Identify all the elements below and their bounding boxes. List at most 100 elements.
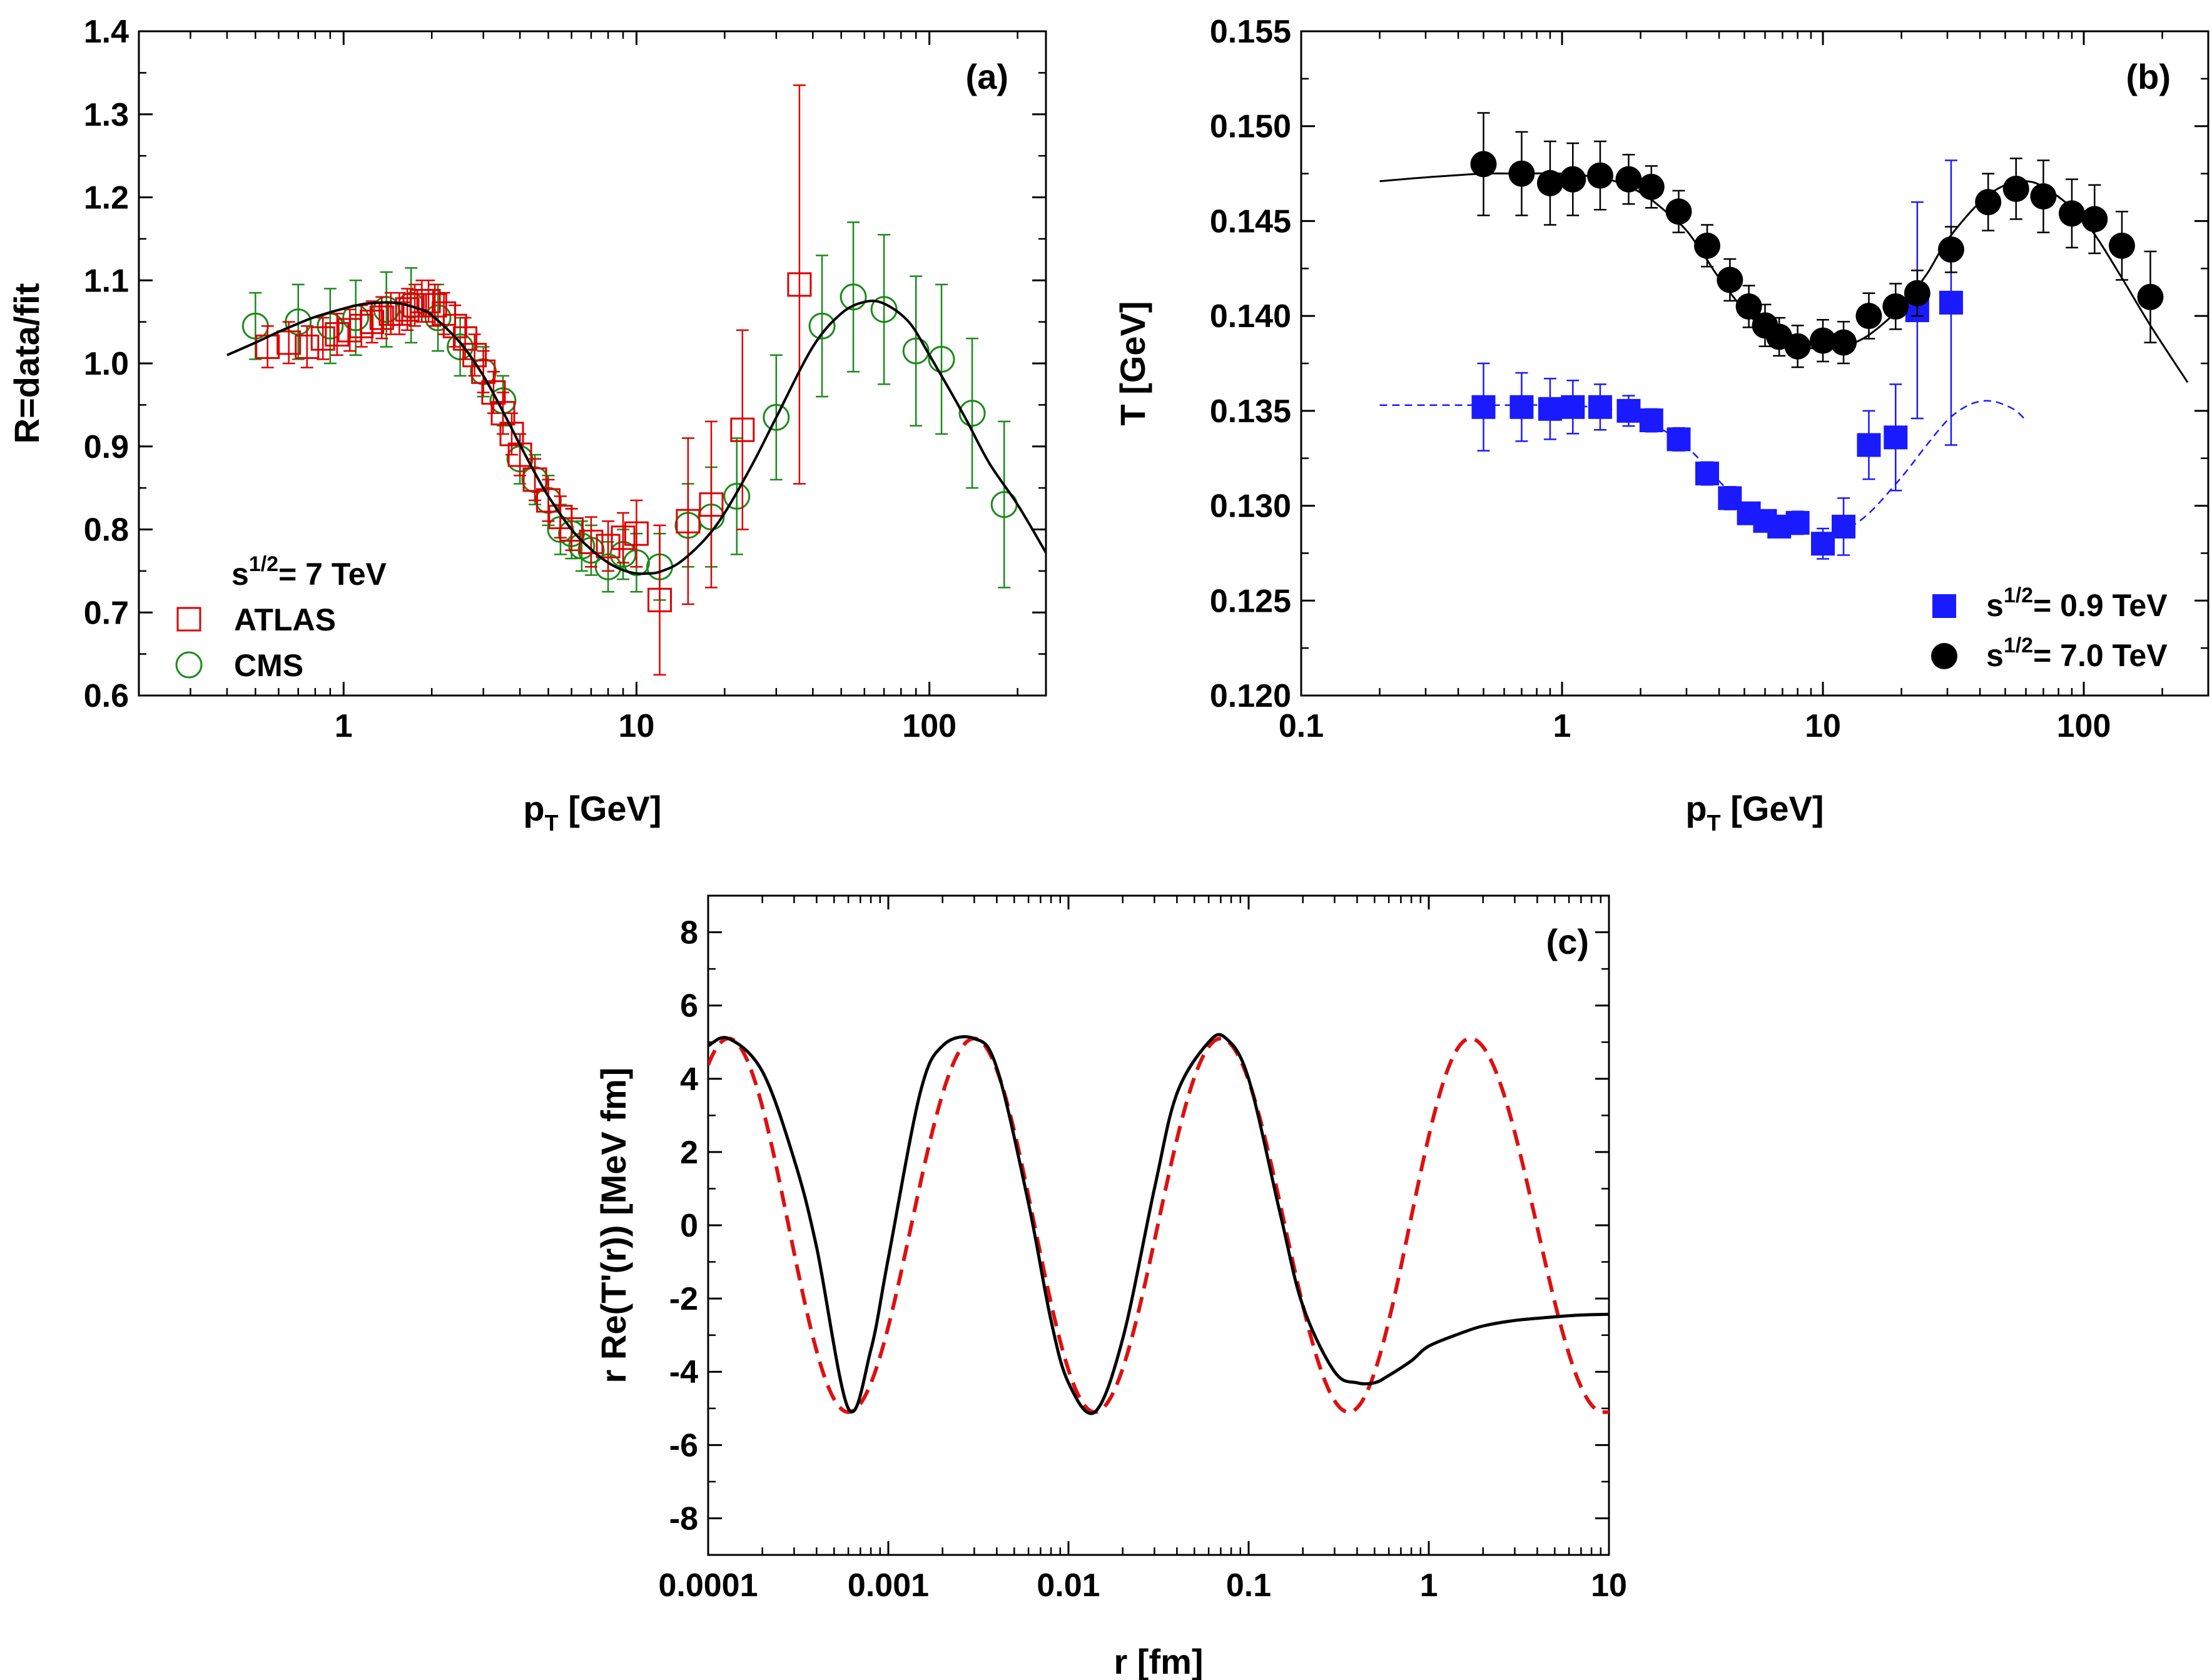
legend-label-cms: CMS [234, 648, 303, 683]
x-tick-label: 0.001 [848, 1567, 929, 1604]
y-tick-label: -4 [669, 1354, 698, 1390]
x-axis-label-unit: [GeV] [1721, 789, 1824, 828]
legend-marker-atlas [176, 607, 201, 632]
panel-c: 0.0001 0.001 0.01 0.1 1 10 -8 -6 -4 -2 0 2 4 6 8 (c) r R… [594, 894, 1627, 1680]
atlas-point [596, 534, 621, 559]
panel-label: (a) [966, 57, 1008, 96]
y-axis-label: r Re(T'(r)) [MeV fm] [594, 1068, 633, 1384]
series-70tev-point [2137, 283, 2164, 310]
atlas-point [611, 525, 636, 550]
x-tick-label: 100 [2057, 708, 2111, 744]
atlas-point [647, 587, 672, 612]
atlas-point [624, 521, 649, 546]
y-tick-label: 1.3 [84, 97, 129, 133]
legend-09tev-s: s [1986, 588, 2004, 623]
legend-70tev-rest: = 7.0 TeV [2033, 638, 2168, 673]
x-tick-label: 10 [1805, 708, 1841, 744]
panel-label: (c) [1546, 922, 1589, 961]
plot-frame [138, 30, 1047, 697]
series-09tev-point [1561, 395, 1585, 419]
atlas-point [295, 334, 320, 359]
cms-point [723, 482, 751, 510]
fit-curve [226, 300, 1046, 575]
x-tick-label: 10 [619, 708, 655, 744]
series-70tev-point [2030, 183, 2057, 210]
series-70tev-point [1586, 162, 1613, 189]
y-tick-label: 0.140 [1210, 298, 1291, 335]
y-tick-label: 1.4 [84, 14, 129, 50]
atlas-point [255, 334, 280, 359]
series-70tev-point [1937, 236, 1964, 263]
panel-a: 1 10 100 0.6 0.7 0.8 0.9 1.0 1.1 1.2 1.3 1.4 (a) R=da… [7, 14, 1047, 836]
atlas-point [310, 326, 335, 351]
y-tick-label: 0.125 [1210, 583, 1291, 619]
series-70tev-point [1735, 293, 1762, 320]
series-70tev-point [1508, 160, 1535, 187]
panel-label: (b) [2126, 57, 2171, 96]
legend-marker-cms [175, 651, 203, 679]
atlas-point [369, 305, 394, 330]
series-70tev-point [1784, 333, 1811, 360]
y-tick-label: 0.135 [1210, 393, 1291, 430]
legend-title: s1/2= 7 TeV [231, 552, 387, 592]
y-tick-label: -8 [669, 1500, 698, 1537]
series-09tev-point [1811, 532, 1835, 556]
legend-70tev-sup: 1/2 [2004, 634, 2033, 657]
solid-curve [708, 1033, 1609, 1415]
atlas-point [276, 330, 302, 355]
series-70tev-point [1536, 170, 1563, 196]
cms-point [928, 345, 955, 373]
y-tick-label: 0.120 [1210, 678, 1291, 714]
x-tick-label: 1 [1420, 1567, 1438, 1604]
y-tick-label: 6 [680, 988, 698, 1025]
atlas-point [360, 310, 385, 335]
atlas-point [559, 517, 584, 542]
atlas-point [730, 417, 755, 442]
y-tick-label: 8 [680, 915, 698, 951]
legend-label-atlas: ATLAS [234, 602, 336, 637]
atlas-point [325, 322, 350, 347]
x-tick-label: 0.1 [1279, 708, 1324, 744]
series-70tev-point [1665, 198, 1692, 225]
series-70tev-point [1615, 166, 1642, 193]
legend-09tev-rest: = 0.9 TeV [2033, 588, 2168, 623]
legend-70tev-marker [1931, 643, 1957, 669]
series-09tev-point [1588, 395, 1612, 419]
y-tick-label: 0.130 [1210, 488, 1291, 525]
legend-70tev-label: s1/2= 7.0 TeV [1986, 634, 2168, 673]
y-tick-label: 4 [680, 1061, 698, 1098]
series-70tev-point [2108, 232, 2135, 259]
panel-b: 0.1 1 10 100 0.120 0.125 0.130 0.135 0.140 0.145 0… [1113, 14, 2209, 836]
series-70tev-point [2002, 175, 2029, 202]
x-axis-label: pT [GeV] [523, 789, 661, 836]
legend-09tev-sup: 1/2 [2004, 584, 2033, 607]
x-tick-label: 1 [1553, 708, 1571, 744]
x-axis-label-main: p [523, 789, 544, 828]
plot-area-b [1379, 112, 2189, 560]
legend-title-rest: = 7 TeV [278, 557, 387, 592]
series-70tev-point [1638, 173, 1665, 200]
plot-area-a [226, 84, 1046, 676]
y-tick-label: 0.155 [1210, 14, 1291, 50]
series-09tev-point [1939, 290, 1963, 315]
y-tick-label: 0.7 [84, 595, 129, 631]
series-70tev-point [1975, 189, 2002, 216]
legend-70tev-s: s [1986, 638, 2004, 673]
series-09tev-point [1667, 427, 1691, 452]
cms-point [424, 304, 452, 331]
series-70tev-point [1470, 151, 1497, 178]
series-70tev-point [2081, 206, 2108, 233]
series-70tev-point [1560, 166, 1586, 193]
plot-area-c [708, 1033, 1609, 1415]
y-tick-label: 0.9 [84, 429, 129, 465]
series-09tev-point [1857, 433, 1881, 457]
atlas-point [462, 343, 487, 368]
legend-title-s: s [231, 557, 249, 592]
y-tick-label: -2 [669, 1281, 698, 1317]
x-tick-label: 10 [1591, 1567, 1627, 1604]
cms-point [808, 312, 836, 340]
series-70tev-point [1882, 293, 1909, 320]
series-70tev-point [1904, 280, 1930, 306]
series-09tev-point [1538, 397, 1562, 421]
series-70tev-point [1830, 329, 1857, 356]
